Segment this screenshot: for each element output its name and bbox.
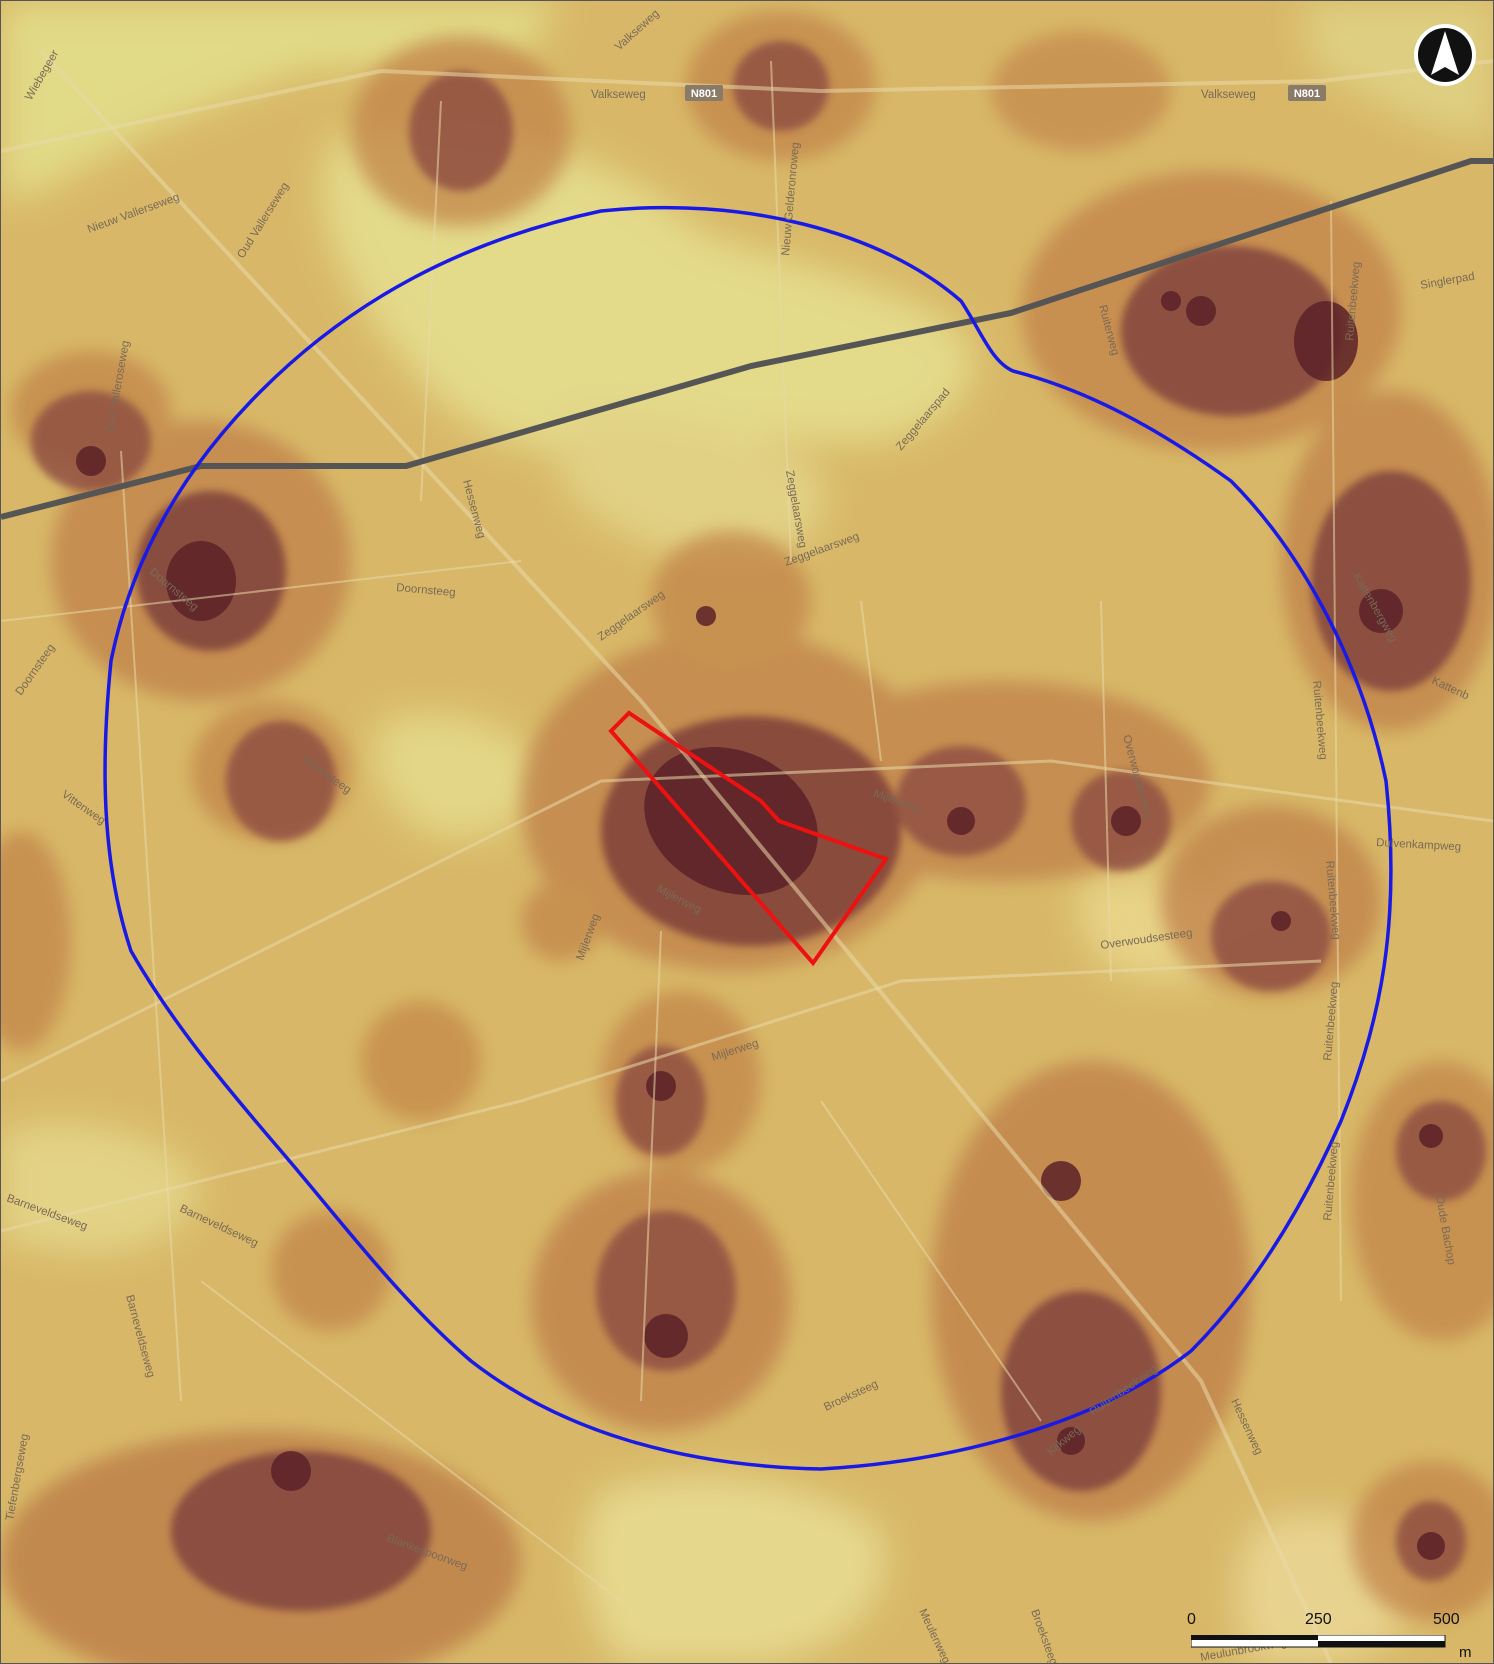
plan-area-outline[interactable]: [608, 710, 890, 967]
route-shield: N801: [1288, 85, 1326, 101]
buffer-contour-line: [103, 205, 1393, 1471]
peak-concentration-zones: [76, 291, 1445, 1560]
scale-tick-label: 0: [1187, 1611, 1196, 1628]
road-label: Valkseweg: [1201, 89, 1256, 101]
scale-tick-label: 500: [1433, 1611, 1460, 1628]
scale-bar: 0 250 500 m: [1187, 1611, 1487, 1663]
boundary-line: [1, 158, 1493, 520]
road-label: Doornsteeg: [396, 582, 456, 599]
road-label: Valkseweg: [591, 89, 646, 101]
svg-text:N801: N801: [1294, 88, 1320, 100]
scale-tick-label: 250: [1305, 1611, 1332, 1628]
route-shield: N801: [685, 85, 723, 101]
road-network: [1, 49, 1493, 1663]
svg-text:N801: N801: [691, 88, 717, 100]
road-label: Dulvenkampweg: [1376, 837, 1462, 853]
north-arrow-icon: [1411, 21, 1479, 89]
scale-bar-graphic: [1191, 1635, 1446, 1648]
scale-unit-label: m: [1459, 1644, 1472, 1661]
